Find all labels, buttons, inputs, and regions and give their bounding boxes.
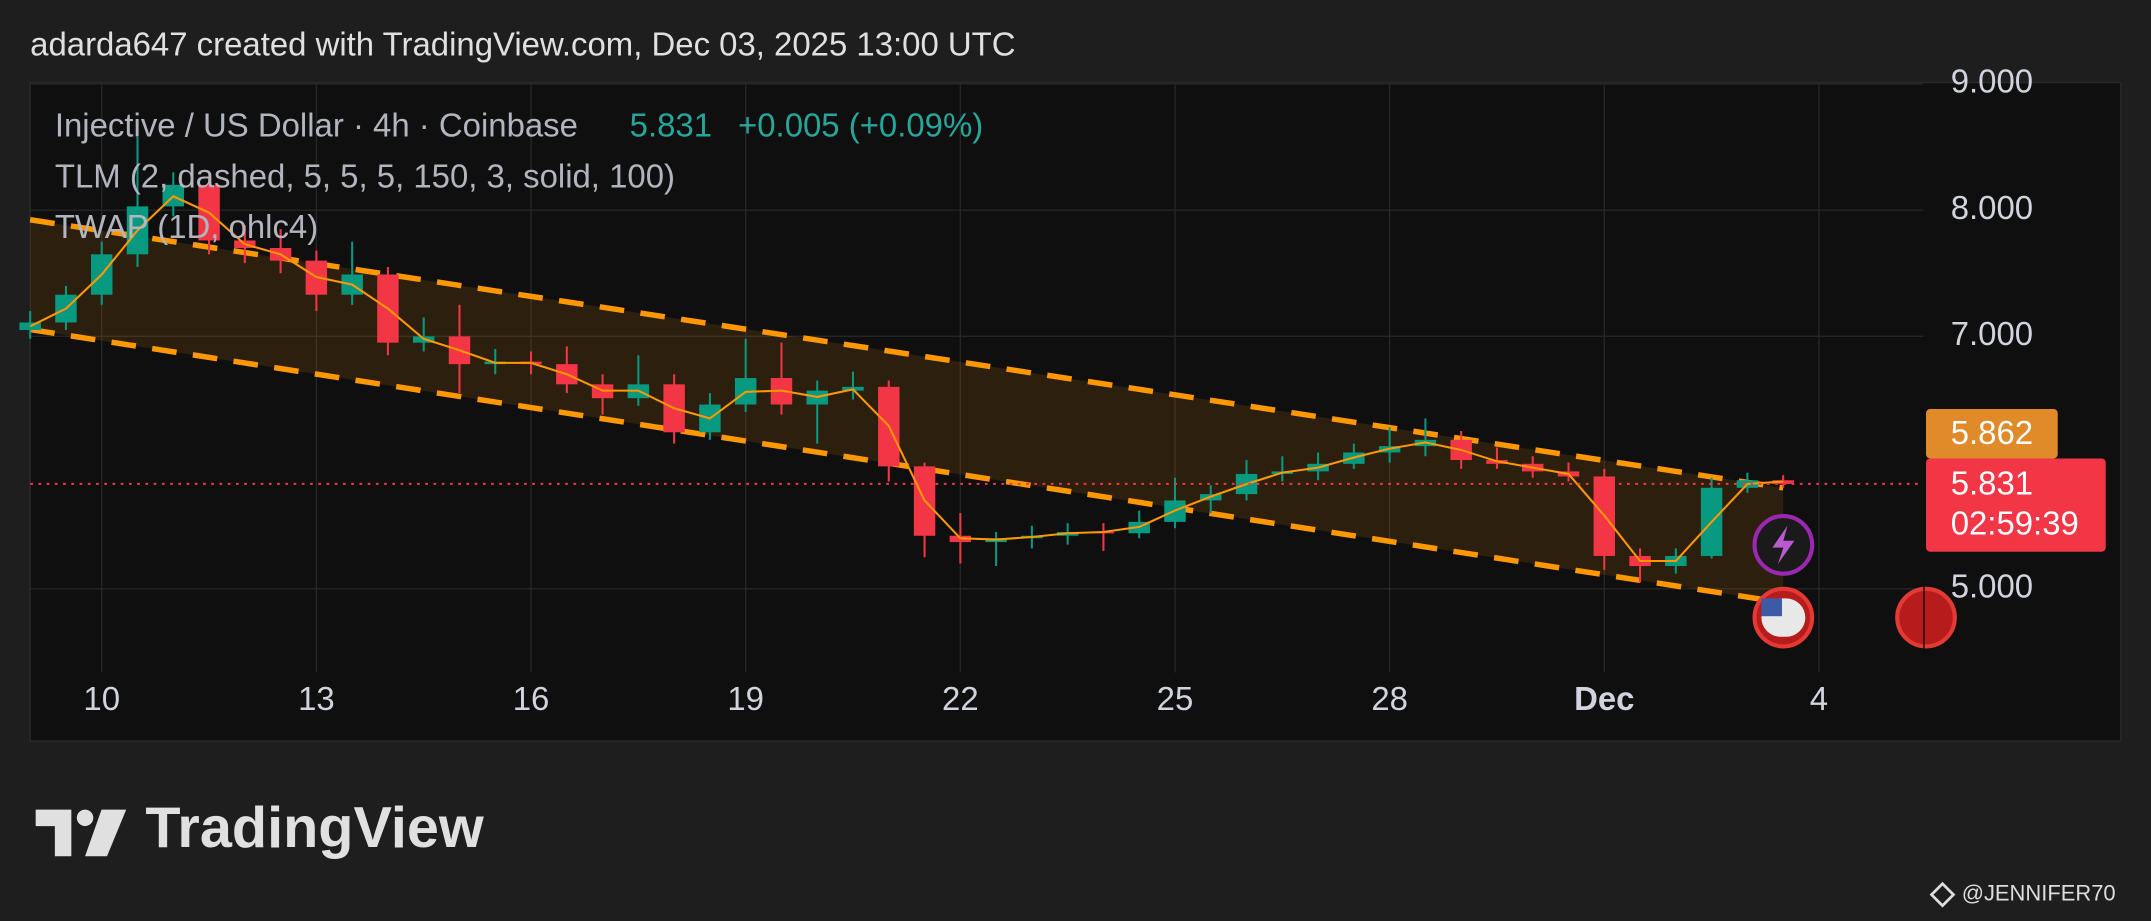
price-change: +0.005 (+0.09%)	[738, 107, 983, 144]
header: adarda647 created with TradingView.com, …	[30, 26, 1015, 63]
lightning	[1772, 525, 1795, 565]
last-price: 5.831	[630, 107, 712, 144]
twap-line	[29, 195, 1784, 563]
logo-mark	[76, 809, 94, 827]
logo-mark	[85, 809, 127, 857]
x-tick-label: 22	[942, 680, 979, 717]
indicator-label: TWAP (1D, ohlc4)	[55, 208, 318, 245]
countdown: 02:59:39	[1951, 504, 2079, 541]
watermark-icon	[1929, 881, 1956, 908]
last-price-box	[1926, 458, 2106, 552]
y-tick-label: 5.000	[1951, 567, 2033, 604]
clip	[1923, 576, 1925, 659]
y-tick-label: 7.000	[1951, 315, 2033, 352]
event-icon	[1895, 586, 1957, 649]
last-price-label: 5.831	[1951, 465, 2033, 502]
logo-mark	[35, 809, 72, 857]
flag	[1761, 598, 1782, 617]
event-icons	[1752, 514, 1957, 649]
y-tick-label: 9.000	[1951, 63, 2033, 100]
watermark: @JENNIFER70	[1962, 880, 2116, 905]
y-tick-label: 8.000	[1951, 189, 2033, 226]
x-tick-label: 13	[298, 680, 335, 717]
marker-price: 5.862	[1951, 414, 2033, 451]
logo-text: TradingView	[145, 796, 483, 860]
x-tick-label: 19	[727, 680, 764, 717]
channel-fill	[30, 219, 1784, 603]
x-tick-label: 16	[513, 680, 550, 717]
x-tick-label: 28	[1371, 680, 1408, 717]
x-tick-label: Dec	[1574, 680, 1634, 717]
chart-title: Injective / US Dollar · 4h · Coinbase	[55, 107, 578, 144]
x-tick-label: 25	[1157, 680, 1194, 717]
x-tick-label: 10	[83, 680, 120, 717]
indicator-label: TLM (2, dashed, 5, 5, 5, 150, 3, solid, …	[55, 157, 675, 194]
channel-line	[29, 326, 1784, 606]
marker-price-box	[1926, 409, 2058, 459]
x-tick-label: 4	[1810, 680, 1828, 717]
logo: TradingView	[35, 796, 484, 860]
